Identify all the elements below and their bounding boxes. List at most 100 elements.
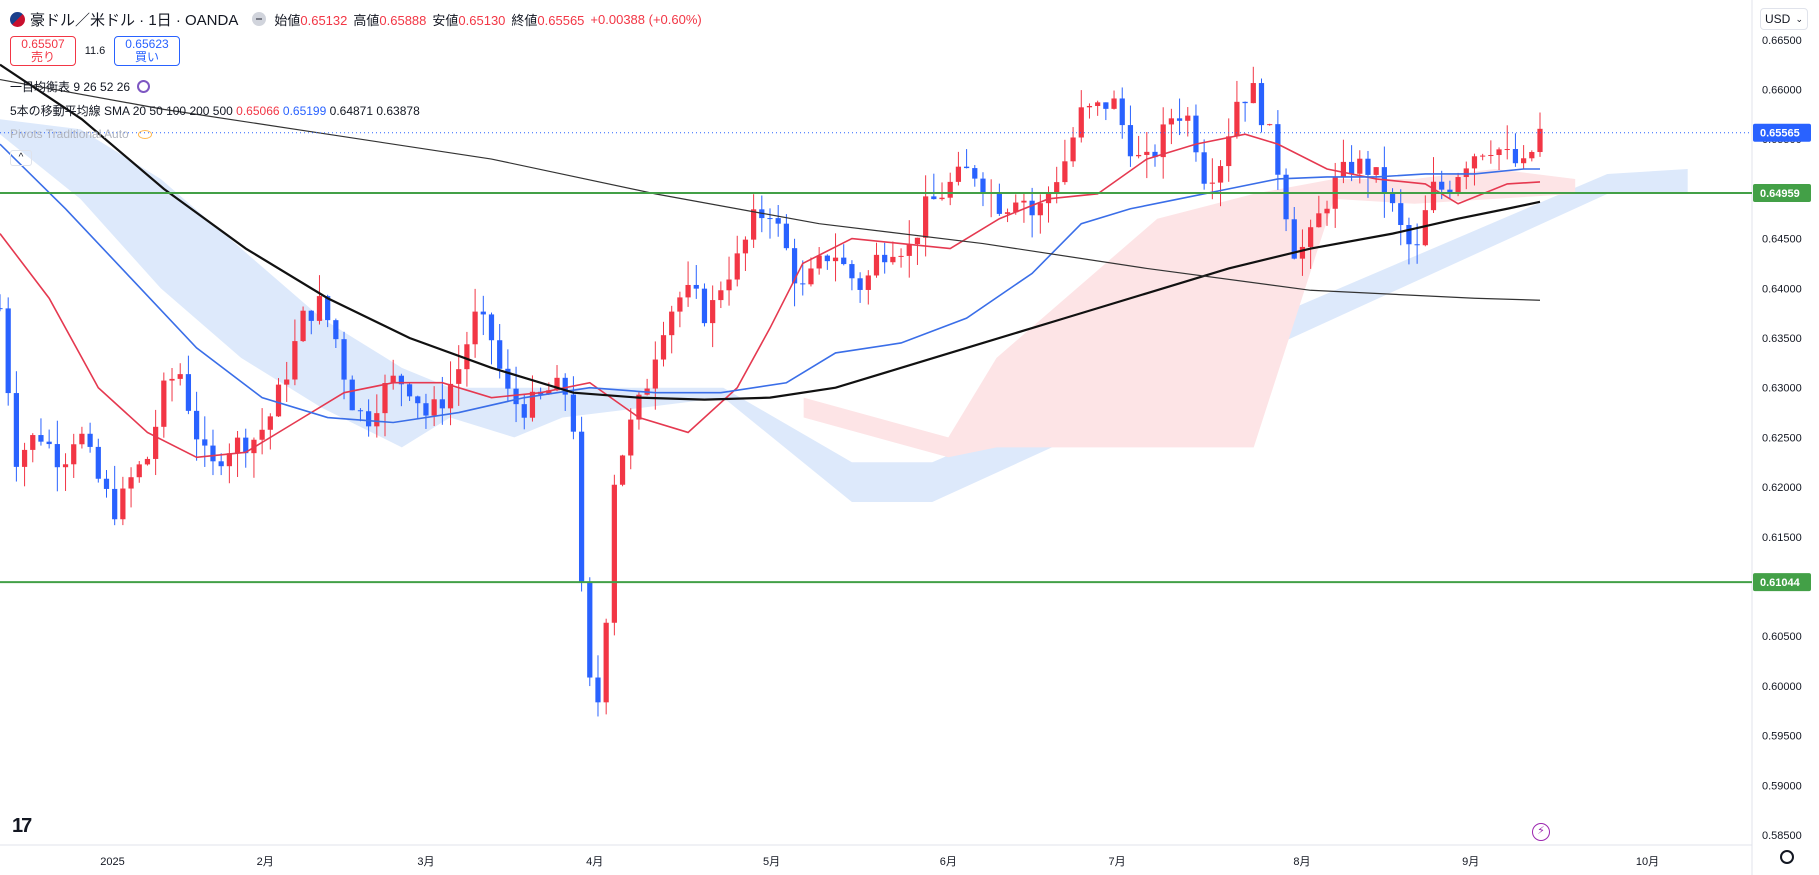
aud-usd-flag-icon [10,11,25,27]
candle-body [783,223,789,249]
candle-body [1226,136,1232,167]
ichimoku-legend[interactable]: 一目均衡表 9 26 52 26 [10,78,151,95]
candle-body [1406,225,1412,245]
price-tick-label: 0.60500 [1762,631,1802,643]
symbol-title[interactable]: 豪ドル／米ドル · 1日 · OANDA [30,11,239,29]
candle-body [1316,213,1322,228]
candle-body [906,244,912,256]
candle-body [406,384,413,397]
candle-body [1095,102,1101,106]
price-tick-label: 0.63500 [1762,333,1802,345]
candle-body [71,444,77,465]
time-tick-label: 7月 [1109,856,1126,868]
candle-body [177,374,183,379]
candle-body [1070,137,1076,162]
candle-body [587,581,593,678]
price-label-box [1753,123,1811,142]
candle-body [857,278,863,290]
candle-body [333,320,339,340]
candle-body [546,390,552,395]
candle-body [349,379,355,411]
candle-body [1471,156,1478,169]
candle-body [488,314,495,341]
buy-button[interactable]: 0.65623 買い [114,36,180,66]
lightning-icon[interactable]: ⚡ [1532,823,1550,841]
pivots-legend[interactable]: Pivots Traditional Auto [10,127,153,141]
time-tick-label: 9月 [1462,856,1479,868]
candle-body [1537,128,1543,153]
price-tick-label: 0.66500 [1762,35,1802,47]
candle-body [1242,101,1248,104]
trade-buttons: 0.65507 売り 11.6 0.65623 買い [10,36,180,66]
candle-body [21,449,28,467]
sma-line-100 [0,63,1541,401]
candle-body [243,437,249,454]
gear-icon[interactable] [1780,850,1794,864]
collapse-legend-button[interactable]: ^ [10,150,32,166]
candle-body [890,256,896,263]
candle-body [1439,181,1445,190]
candle-body [710,300,716,324]
candle-body [136,464,142,478]
candle-body [1078,107,1084,138]
candle-body [603,622,609,703]
candle-body [464,344,470,370]
candle-body [963,166,970,169]
price-tick-label: 0.59500 [1762,731,1802,743]
candle-body [873,254,880,276]
currency-selector[interactable]: USD ⌄ [1760,8,1808,30]
candle-body [1357,158,1363,174]
candle-body [308,310,314,321]
candle-body [1299,246,1306,259]
sell-button[interactable]: 0.65507 売り [10,36,76,66]
time-axis: 2025 2月 3月 4月 5月 6月 7月 8月 9月 10月 [100,856,1659,868]
sma-legend[interactable]: 5本の移動平均線 SMA 20 50 100 200 500 0.65066 0… [10,104,420,118]
candle-body [726,279,732,291]
price-tick-label: 0.58500 [1762,830,1802,842]
candle-body [472,311,478,345]
candle-body [808,268,814,285]
refresh-icon[interactable] [137,80,151,93]
candle-body [1201,152,1207,184]
candle-body [423,403,429,416]
collapse-dash-icon[interactable] [252,12,267,26]
candle-body [1176,118,1183,121]
candle-body [480,311,486,315]
candle-body [259,429,265,440]
candle-body [1111,98,1117,109]
candle-body [275,384,282,417]
ichimoku-cloud-bullish [803,169,1576,458]
candle-body [734,253,740,280]
price-label-text: 0.64959 [1760,188,1800,200]
candle-body [120,488,126,520]
price-label-box [1753,573,1811,592]
price-tick-label: 0.64000 [1762,283,1802,295]
candle-body [865,275,871,290]
candle-body [382,383,388,414]
candle-body [1037,203,1043,216]
candle-body [800,283,806,285]
candle-body [128,477,134,489]
candle-body [1398,203,1404,226]
candle-body [1340,161,1347,178]
hidden-eye-icon[interactable] [138,130,153,139]
candle-body [939,197,945,200]
candle-body [5,308,11,394]
price-tick-label: 0.62000 [1762,482,1802,494]
candle-body [578,431,585,582]
candle-body [13,393,19,467]
candle-body [1447,189,1453,193]
candle-body [701,288,708,324]
candle-body [202,439,208,446]
candle-body [439,399,445,409]
candle-body [1455,177,1461,193]
candle-body [882,254,888,263]
price-tick-label: 0.62500 [1762,432,1802,444]
price-tick-label: 0.61500 [1762,532,1802,544]
price-label-text: 0.61044 [1760,577,1801,589]
candle-body [791,248,798,284]
candle-body [1258,83,1265,126]
candle-body [1029,200,1035,216]
candle-body [521,404,527,418]
